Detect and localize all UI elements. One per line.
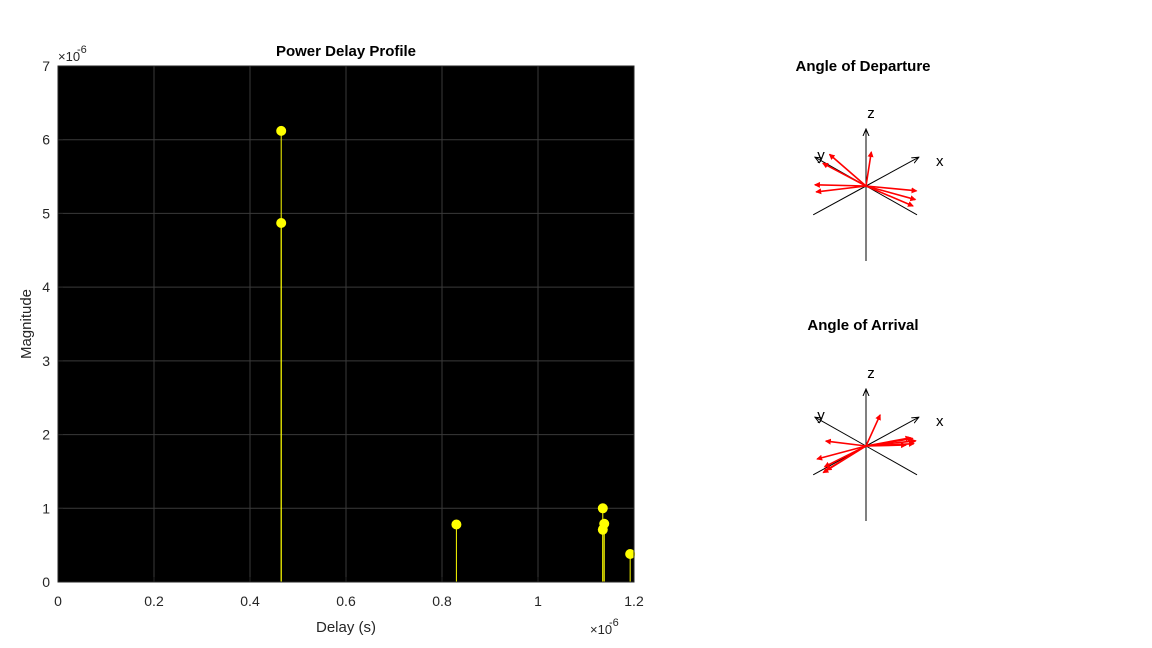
aod-neg-axis-line (812, 185, 867, 216)
pdp-x-exponent-base: ×10 (590, 622, 612, 637)
aod-direction-arrow (865, 185, 914, 207)
pdp-x-tick-label: 1 (534, 593, 542, 609)
aoa-z-axis-label: z (867, 365, 875, 382)
power-delay-profile-chart: Power Delay Profile 0 0.2 0.4 0.6 0.8 1 1.2 0 1… (18, 43, 644, 637)
aod-title: Angle of Departure (795, 58, 930, 75)
pdp-x-tick-label: 0.2 (144, 593, 164, 609)
pdp-stem-marker (597, 524, 608, 535)
pdp-x-tick-label: 1.2 (624, 593, 644, 609)
angle-of-departure-chart: Angle of Departure x y z (795, 58, 944, 261)
aod-direction-arrow (828, 153, 867, 187)
pdp-stem-marker (597, 503, 608, 514)
pdp-y-ticks: 0 1 2 3 4 5 6 7 (42, 58, 63, 590)
aoa-neg-axis-line (865, 445, 918, 476)
aoa-y-axis (815, 417, 867, 447)
pdp-y-tick-label: 6 (42, 132, 50, 148)
pdp-stem-marker (625, 548, 636, 559)
aod-direction-arrow (822, 162, 867, 187)
aod-z-axis-label: z (867, 105, 875, 122)
aoa-direction-arrow (824, 438, 867, 447)
pdp-stems (276, 125, 636, 582)
pdp-x-tick-label: 0.4 (240, 593, 260, 609)
aoa-x-axis-label: x (936, 413, 944, 430)
aod-direction-arrow (865, 185, 918, 194)
pdp-stem-marker (451, 519, 462, 530)
pdp-x-exponent-power: -6 (609, 617, 619, 629)
aoa-3d-axes: x y z (812, 365, 944, 521)
angle-of-arrival-chart: Angle of Arrival x y z (807, 317, 944, 521)
pdp-x-axis-label: Delay (s) (316, 619, 376, 636)
aod-x-axis (865, 157, 919, 187)
pdp-y-tick-label: 1 (42, 500, 50, 516)
aoa-x-axis (865, 417, 919, 447)
aoa-title: Angle of Arrival (807, 317, 918, 334)
pdp-title: Power Delay Profile (276, 43, 416, 60)
pdp-x-ticks: 0 0.2 0.4 0.6 0.8 1 1.2 (54, 577, 644, 609)
pdp-x-tick-label: 0.8 (432, 593, 452, 609)
pdp-y-exponent-power: -6 (77, 44, 87, 56)
pdp-stem-marker (276, 218, 287, 229)
pdp-y-exponent-base: ×10 (58, 49, 80, 64)
aoa-y-axis-label: y (817, 407, 825, 424)
pdp-grid (58, 66, 634, 582)
pdp-x-tick-label: 0 (54, 593, 62, 609)
aod-y-axis-label: y (817, 147, 825, 164)
pdp-y-tick-label: 3 (42, 353, 50, 369)
pdp-y-tick-label: 4 (42, 279, 50, 295)
aod-3d-axes: x y z (812, 105, 944, 261)
pdp-y-tick-label: 5 (42, 205, 50, 221)
pdp-stem-marker (276, 125, 287, 136)
aoa-direction-arrow (865, 438, 917, 447)
aod-x-axis-label: x (936, 153, 944, 170)
aoa-direction-arrow (822, 445, 867, 474)
aod-direction-arrow (865, 185, 917, 202)
pdp-y-tick-label: 7 (42, 58, 50, 74)
aoa-direction-arrow (816, 445, 867, 461)
pdp-x-tick-label: 0.6 (336, 593, 356, 609)
pdp-y-axis-label: Magnitude (18, 289, 35, 359)
pdp-y-tick-label: 0 (42, 574, 50, 590)
pdp-y-tick-label: 2 (42, 427, 50, 443)
aod-direction-arrow (865, 151, 874, 187)
aod-direction-arrow (813, 181, 867, 188)
aod-direction-arrow (815, 185, 867, 195)
aod-neg-axis-line (865, 185, 918, 216)
aoa-direction-arrow (865, 413, 881, 447)
